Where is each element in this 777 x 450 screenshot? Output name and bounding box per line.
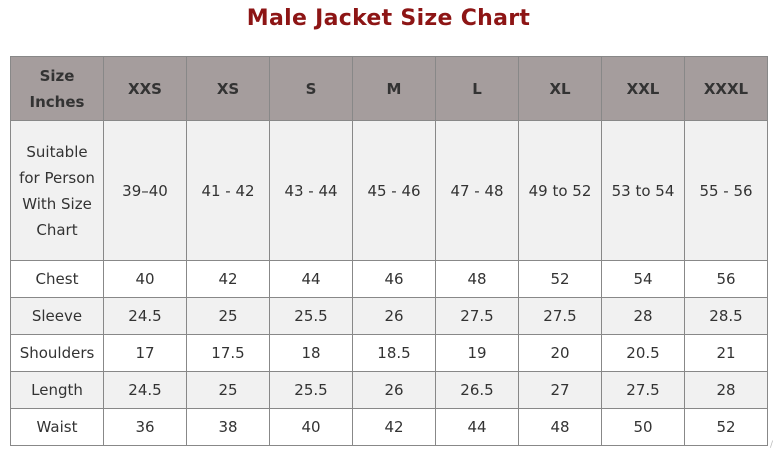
table-cell: 25 <box>186 297 270 335</box>
table-cell: 27 <box>518 371 602 409</box>
table-cell: 27.5 <box>518 297 602 335</box>
table-cell: 44 <box>435 408 519 446</box>
table-cell: 44 <box>269 260 353 298</box>
row-label: Suitable for Person With Size Chart <box>10 120 104 261</box>
table-row: Chest 40 42 44 46 48 52 54 56 <box>10 260 768 298</box>
table-cell: 24.5 <box>103 371 187 409</box>
table-cell: 42 <box>352 408 436 446</box>
table-cell: 38 <box>186 408 270 446</box>
table-cell: 39–40 <box>103 120 187 261</box>
table-cell: 40 <box>103 260 187 298</box>
table-cell: 52 <box>684 408 768 446</box>
table-row: Shoulders 17 17.5 18 18.5 19 20 20.5 21 <box>10 334 768 372</box>
table-cell: 53 to 54 <box>601 120 685 261</box>
row-label: Sleeve <box>10 297 104 335</box>
table-cell: 42 <box>186 260 270 298</box>
table-cell: 18 <box>269 334 353 372</box>
row-label: Length <box>10 371 104 409</box>
table-cell: 17.5 <box>186 334 270 372</box>
table-cell: 56 <box>684 260 768 298</box>
table-cell: 27.5 <box>601 371 685 409</box>
table-cell: 49 to 52 <box>518 120 602 261</box>
row-label: Waist <box>10 408 104 446</box>
table-cell: 26 <box>352 297 436 335</box>
corner-mark: / <box>770 440 774 450</box>
table-cell: 18.5 <box>352 334 436 372</box>
table-cell: 26.5 <box>435 371 519 409</box>
table-cell: 21 <box>684 334 768 372</box>
table-row: Waist 36 38 40 42 44 48 50 52 <box>10 408 768 446</box>
table-row: Sleeve 24.5 25 25.5 26 27.5 27.5 28 28.5 <box>10 297 768 335</box>
table-row: Suitable for Person With Size Chart 39–40… <box>10 120 768 261</box>
table-cell: 28.5 <box>684 297 768 335</box>
table-cell: 28 <box>601 297 685 335</box>
table-row: Length 24.5 25 25.5 26 26.5 27 27.5 28 <box>10 371 768 409</box>
table-cell: 48 <box>435 260 519 298</box>
table-cell: 24.5 <box>103 297 187 335</box>
table-cell: 20.5 <box>601 334 685 372</box>
table-cell: 48 <box>518 408 602 446</box>
table-cell: 20 <box>518 334 602 372</box>
table-cell: 41 - 42 <box>186 120 270 261</box>
size-header: M <box>352 56 436 121</box>
size-chart-table: Size Inches XXS XS S M L XL XXL XXXL Suitable fo… <box>10 56 768 446</box>
table-cell: 43 - 44 <box>269 120 353 261</box>
header-row: Size Inches XXS XS S M L XL XXL XXXL <box>10 56 768 121</box>
table-cell: 26 <box>352 371 436 409</box>
size-header: XXS <box>103 56 187 121</box>
size-header: XL <box>518 56 602 121</box>
size-inches-header: Size Inches <box>10 56 104 121</box>
table-cell: 54 <box>601 260 685 298</box>
table-cell: 19 <box>435 334 519 372</box>
table-cell: 55 - 56 <box>684 120 768 261</box>
table-cell: 25 <box>186 371 270 409</box>
table-cell: 17 <box>103 334 187 372</box>
size-header: XS <box>186 56 270 121</box>
table-cell: 52 <box>518 260 602 298</box>
table-cell: 40 <box>269 408 353 446</box>
size-header: XXXL <box>684 56 768 121</box>
table-cell: 25.5 <box>269 371 353 409</box>
size-header: S <box>269 56 353 121</box>
row-label: Chest <box>10 260 104 298</box>
table-cell: 25.5 <box>269 297 353 335</box>
table-cell: 36 <box>103 408 187 446</box>
table-cell: 46 <box>352 260 436 298</box>
page-title: Male Jacket Size Chart <box>246 6 531 31</box>
table-cell: 47 - 48 <box>435 120 519 261</box>
table-cell: 28 <box>684 371 768 409</box>
row-label: Shoulders <box>10 334 104 372</box>
size-header: XXL <box>601 56 685 121</box>
table-cell: 45 - 46 <box>352 120 436 261</box>
size-header: L <box>435 56 519 121</box>
table-cell: 50 <box>601 408 685 446</box>
table-cell: 27.5 <box>435 297 519 335</box>
